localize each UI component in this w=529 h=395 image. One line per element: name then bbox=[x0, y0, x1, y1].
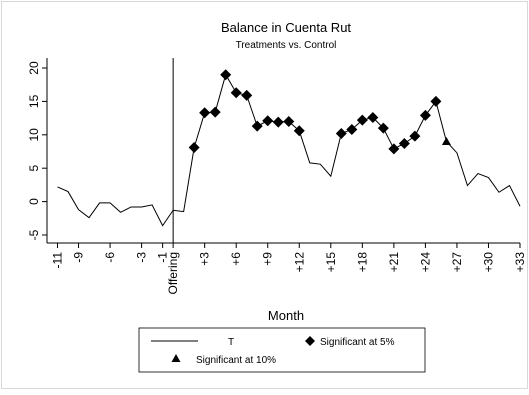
x-tick-label: -1 bbox=[156, 252, 170, 263]
y-tick-label: 15 bbox=[27, 94, 41, 108]
legend-label-t: T bbox=[228, 337, 234, 348]
chart-title: Balance in Cuenta Rut bbox=[221, 20, 351, 35]
x-tick-label: +9 bbox=[261, 252, 275, 266]
diamond-marker-5pct bbox=[388, 143, 400, 155]
x-tick-label: -9 bbox=[72, 252, 86, 263]
legend-box bbox=[138, 327, 426, 373]
diamond-marker-5pct bbox=[272, 116, 284, 128]
diamond-marker-5pct bbox=[251, 120, 263, 132]
legend-label-significant-10: Significant at 10% bbox=[196, 355, 276, 366]
y-tick-label: 20 bbox=[27, 61, 41, 75]
x-axis-title: Month bbox=[268, 308, 304, 323]
x-tick-label: +3 bbox=[198, 252, 212, 266]
x-tick-label: -6 bbox=[103, 252, 117, 263]
x-tick-label: +24 bbox=[418, 252, 432, 273]
x-tick-label: +15 bbox=[324, 252, 338, 273]
x-tick-label: +6 bbox=[229, 252, 243, 266]
diamond-marker-5pct bbox=[262, 115, 274, 127]
diamond-marker-5pct bbox=[398, 137, 410, 149]
diamond-marker-5pct bbox=[346, 123, 358, 135]
legend-diamond-swatch bbox=[305, 336, 315, 346]
x-tick-label: -3 bbox=[135, 252, 149, 263]
legend-label-significant-5: Significant at 5% bbox=[320, 337, 395, 348]
diamond-marker-5pct bbox=[188, 141, 200, 153]
legend: T Significant at 5% Significant at 10% bbox=[138, 327, 426, 373]
legend-triangle-swatch bbox=[171, 354, 181, 362]
diamond-marker-5pct bbox=[409, 130, 421, 142]
x-tick-label: +12 bbox=[292, 252, 306, 273]
triangle-marker-10pct bbox=[441, 136, 451, 145]
y-tick-label: 10 bbox=[27, 128, 41, 142]
diamond-marker-5pct bbox=[367, 111, 379, 123]
x-tick-label: +27 bbox=[450, 252, 464, 273]
x-tick-label: +18 bbox=[355, 252, 369, 273]
diamond-marker-5pct bbox=[377, 122, 389, 134]
diamond-marker-5pct bbox=[209, 106, 221, 118]
diamond-marker-5pct bbox=[283, 115, 295, 127]
diamond-marker-5pct bbox=[220, 69, 232, 81]
x-tick-label: +21 bbox=[387, 252, 401, 273]
diamond-marker-5pct bbox=[356, 114, 368, 126]
y-tick-label: 0 bbox=[27, 198, 41, 205]
diamond-marker-5pct bbox=[293, 125, 305, 137]
y-tick-label: 5 bbox=[27, 165, 41, 172]
x-tick-label: +30 bbox=[481, 252, 495, 273]
chart-subtitle: Treatments vs. Control bbox=[236, 40, 337, 51]
x-tick-label: +33 bbox=[513, 252, 527, 273]
diamond-marker-5pct bbox=[419, 109, 431, 121]
diamond-marker-5pct bbox=[241, 89, 253, 101]
diamond-marker-5pct bbox=[335, 127, 347, 139]
diamond-marker-5pct bbox=[230, 87, 242, 99]
marks-layer bbox=[57, 58, 521, 243]
diamond-marker-5pct bbox=[430, 95, 442, 107]
chart-frame bbox=[1, 1, 528, 389]
x-tick-label: Offering bbox=[166, 252, 180, 294]
diamond-marker-5pct bbox=[199, 107, 211, 119]
x-tick-label: -11 bbox=[51, 252, 65, 269]
y-tick-label: -5 bbox=[27, 229, 41, 240]
